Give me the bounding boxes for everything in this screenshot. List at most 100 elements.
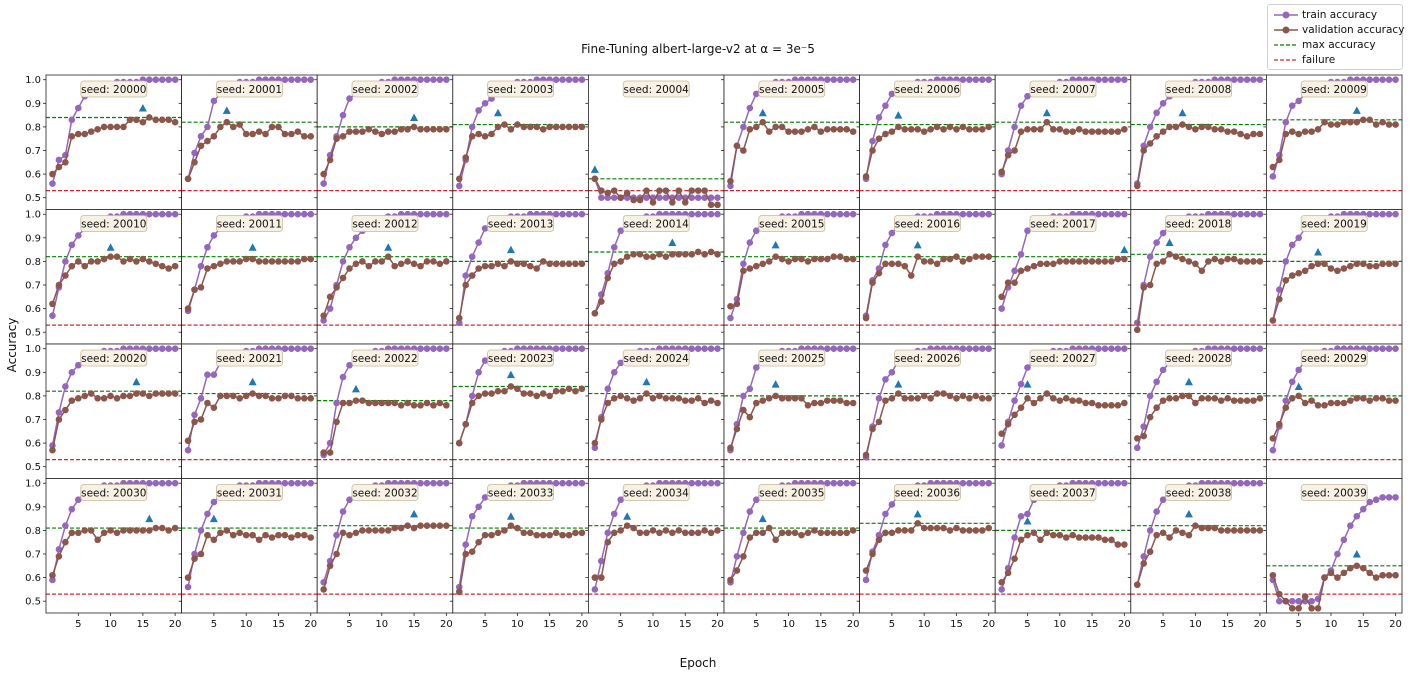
validation-point <box>1276 295 1283 303</box>
validation-point <box>152 524 160 532</box>
train-point <box>1101 210 1109 218</box>
validation-point <box>475 392 482 400</box>
validation-point <box>927 524 934 532</box>
best-epoch-marker <box>1294 382 1303 390</box>
panel-17: seed: 20017 <box>992 209 1132 347</box>
validation-point <box>630 196 637 204</box>
validation-point <box>81 527 89 534</box>
validation-point <box>326 293 334 301</box>
validation-point <box>1011 279 1018 286</box>
train-point <box>1237 76 1244 84</box>
train-point <box>849 479 857 487</box>
validation-point <box>1062 128 1070 135</box>
validation-point <box>1017 267 1025 275</box>
train-point <box>1011 397 1018 404</box>
validation-point <box>307 394 315 402</box>
validation-point <box>1372 121 1380 128</box>
train-point <box>430 479 437 487</box>
validation-point <box>1101 402 1109 409</box>
validation-point <box>146 527 153 534</box>
panel-background <box>46 209 182 344</box>
seed-label: seed: 20020 <box>81 353 146 365</box>
validation-point <box>707 201 715 209</box>
validation-point <box>1108 258 1115 265</box>
seed-label: seed: 20002 <box>352 84 417 96</box>
validation-point <box>1114 128 1122 135</box>
validation-point <box>455 175 463 183</box>
train-point <box>475 369 482 376</box>
validation-point <box>1347 118 1354 126</box>
validation-point <box>288 534 295 541</box>
validation-point <box>817 128 825 135</box>
validation-point <box>1237 130 1244 138</box>
train-point <box>1121 210 1128 218</box>
train-point <box>171 210 179 218</box>
validation-point <box>1172 123 1180 131</box>
validation-point <box>675 251 683 258</box>
validation-point <box>62 272 69 279</box>
x-tick-label: 10 <box>240 619 253 630</box>
train-point <box>1295 597 1302 605</box>
validation-point <box>1088 128 1096 135</box>
seed-label: seed: 20032 <box>352 488 417 500</box>
train-point <box>443 210 450 218</box>
seed-label-box <box>1165 349 1232 367</box>
validation-point <box>158 262 166 270</box>
train-point <box>333 531 340 539</box>
train-point <box>617 227 624 235</box>
train-point <box>701 345 708 353</box>
train-point <box>1159 366 1167 374</box>
validation-point <box>533 531 541 539</box>
validation-point <box>1224 128 1231 135</box>
validation-point <box>139 118 147 126</box>
validation-point <box>869 425 876 433</box>
train-point <box>1295 97 1302 105</box>
validation-point <box>1204 524 1212 532</box>
x-tick-label: 20 <box>169 619 182 630</box>
train-point <box>74 496 82 504</box>
validation-point <box>249 130 256 138</box>
validation-point <box>552 529 560 537</box>
validation-point <box>1159 529 1167 537</box>
panel-38: seed: 20038 5 10 15 20 <box>1127 478 1267 630</box>
train-point <box>288 345 295 353</box>
validation-point <box>559 123 566 131</box>
validation-point <box>1075 125 1083 133</box>
validation-point <box>481 390 489 397</box>
validation-point <box>610 187 618 194</box>
validation-point <box>578 123 586 131</box>
validation-point <box>591 574 599 581</box>
x-tick-label: 10 <box>1189 619 1202 630</box>
train-point <box>1295 366 1302 374</box>
validation-point <box>87 390 95 397</box>
validation-point <box>1276 420 1283 428</box>
validation-point <box>268 123 276 131</box>
validation-point <box>1334 574 1341 581</box>
validation-point <box>1088 534 1096 541</box>
validation-point <box>920 524 928 532</box>
validation-point <box>598 298 605 305</box>
train-point <box>1250 479 1257 487</box>
validation-point <box>707 529 715 537</box>
validation-point <box>294 531 302 539</box>
train-point <box>1276 286 1283 294</box>
panel-background <box>588 344 724 479</box>
legend-label-train: train accuracy <box>1302 9 1378 21</box>
validation-point <box>417 522 424 529</box>
validation-point <box>1269 571 1277 579</box>
panel-0: seed: 20000 0.5 0.6 0.7 0.8 0.9 1.0 <box>25 74 183 213</box>
validation-point <box>468 272 476 279</box>
train-point <box>1288 597 1296 605</box>
validation-point <box>372 527 379 534</box>
y-tick-label: 0.9 <box>25 502 41 513</box>
train-point <box>888 90 896 98</box>
validation-point <box>623 522 631 529</box>
validation-point <box>610 529 618 537</box>
train-point <box>352 234 360 242</box>
seed-label: seed: 20009 <box>1302 84 1367 96</box>
train-point <box>1114 345 1122 353</box>
train-point <box>714 194 721 202</box>
train-point <box>1146 123 1154 131</box>
train-point <box>714 210 721 218</box>
train-point <box>74 232 82 239</box>
